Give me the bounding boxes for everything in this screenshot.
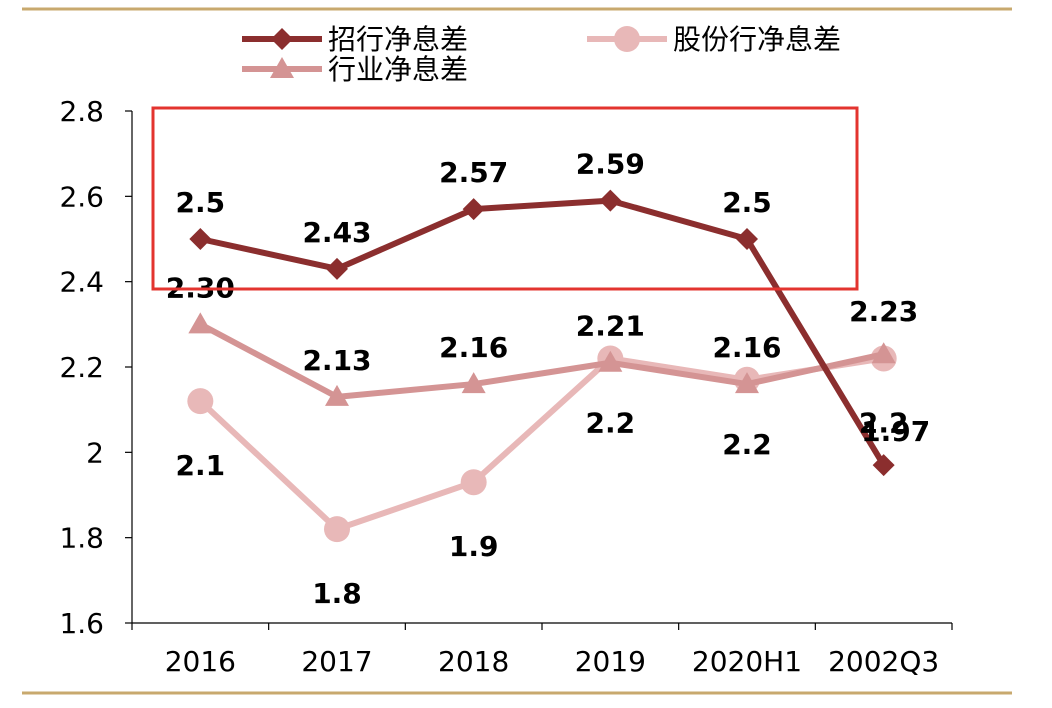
cmb-nim-point — [189, 228, 212, 250]
legend-label: 股份行净息差 — [673, 23, 841, 56]
industry-nim-data-label: 2.21 — [576, 310, 645, 343]
joint-stock-nim-point — [460, 469, 487, 496]
industry-nim-point — [461, 372, 486, 394]
industry-nim-point — [325, 384, 349, 406]
legend-swatch-marker — [271, 28, 293, 50]
cmb-nim-point — [872, 454, 895, 477]
industry-nim-data-label: 2.13 — [302, 344, 371, 377]
series-industry-nim — [188, 312, 896, 406]
cmb-nim-point — [736, 228, 758, 250]
industry-nim-data-label: 2.16 — [712, 331, 781, 364]
joint-stock-nim-data-label: 2.1 — [176, 449, 226, 482]
industry-nim-line — [198, 321, 885, 400]
legend-swatch-marker — [614, 26, 640, 52]
cmb-nim-data-label: 2.57 — [439, 156, 508, 189]
y-tick-label: 1.6 — [59, 607, 104, 640]
legend-item-cmb-nim: 招行净息差 — [242, 23, 468, 56]
cmb-nim-point — [462, 198, 485, 221]
data-labels: 2.5 2.43 2.57 2.59 2.5 1.97 2.1 1.8 1.9 2.2 2.2 2.2… — [166, 148, 930, 611]
industry-nim-point — [735, 372, 759, 394]
cmb-nim-data-label: 2.5 — [722, 186, 772, 219]
y-tick-label: 2.8 — [59, 95, 104, 128]
joint-stock-nim-point — [187, 388, 214, 415]
x-tick-label: 2020H1 — [692, 645, 802, 678]
x-tick-label: 2018 — [438, 645, 509, 678]
joint-stock-nim-data-label: 1.8 — [312, 577, 362, 610]
joint-stock-nim-data-label: 2.2 — [859, 406, 909, 439]
y-tick-label: 1.8 — [59, 522, 104, 555]
x-tick-label: 2017 — [301, 645, 372, 678]
cmb-nim-data-label: 1.97 — [861, 415, 930, 448]
cmb-nim-data-label: 2.5 — [176, 186, 226, 219]
series-layer — [187, 189, 897, 543]
legend-item-joint-stock-nim: 股份行净息差 — [587, 23, 841, 56]
y-tick-label: 2.6 — [59, 180, 104, 213]
highlight-box — [151, 106, 859, 291]
legend-item-industry-nim: 行业净息差 — [242, 53, 468, 86]
series-cmb-nim — [189, 189, 895, 477]
cmb-nim-point — [326, 257, 348, 280]
cmb-nim-point — [599, 189, 622, 212]
y-tick-label: 2.2 — [59, 351, 104, 384]
x-tick-label: 2019 — [575, 645, 646, 678]
cmb-nim-data-label: 2.43 — [302, 216, 371, 249]
industry-nim-point — [598, 350, 623, 372]
x-tick-label: 2016 — [165, 645, 236, 678]
cmb-nim-line — [199, 197, 887, 467]
industry-nim-point — [188, 312, 213, 334]
joint-stock-nim-data-label: 2.2 — [722, 428, 772, 461]
legend-label: 行业净息差 — [328, 53, 468, 86]
industry-nim-data-label: 2.16 — [439, 331, 508, 364]
joint-stock-nim-line — [198, 355, 885, 533]
x-tick-label: 2002Q3 — [828, 645, 939, 678]
y-tick-label: 2 — [86, 436, 104, 469]
x-axis-ticks: 2016 2017 2018 2019 2020H1 2002Q3 — [131, 623, 953, 678]
industry-nim-point — [871, 342, 896, 364]
joint-stock-nim-data-label: 1.9 — [449, 530, 499, 563]
legend-swatch-marker — [270, 57, 294, 78]
cmb-nim-data-label: 2.59 — [576, 148, 645, 181]
joint-stock-nim-data-label: 2.2 — [586, 406, 636, 439]
legend-label: 招行净息差 — [328, 23, 468, 56]
y-tick-label: 2.4 — [59, 266, 104, 299]
y-axis-ticks: 1.6 1.8 2 2.2 2.4 2.6 2.8 — [59, 95, 132, 640]
joint-stock-nim-point — [324, 516, 350, 543]
industry-nim-data-label: 2.23 — [849, 295, 918, 328]
